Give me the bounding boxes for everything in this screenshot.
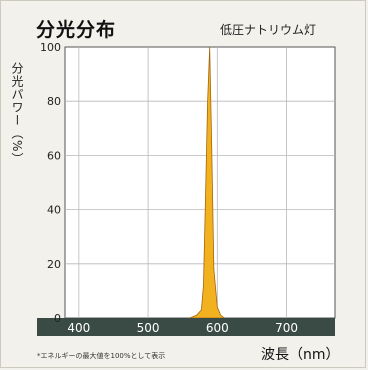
plot-area [64, 46, 336, 319]
y-tick-label: 20 [47, 258, 61, 271]
y-tick-label: 80 [47, 95, 61, 108]
x-axis-bar [37, 318, 335, 336]
y-tick-label: 100 [40, 41, 61, 54]
y-tick-label: 60 [47, 149, 61, 162]
x-tick-label: 700 [275, 321, 298, 335]
x-axis-label: 波長（nm） [261, 347, 340, 363]
x-tick-label: 500 [137, 321, 160, 335]
y-tick-label: 0 [54, 312, 61, 325]
footnote: *エネルギーの最大値を100%として表示 [37, 352, 166, 360]
x-tick-label: 400 [67, 321, 90, 335]
x-tick-label: 600 [206, 321, 229, 335]
series-0-area [189, 46, 225, 319]
y-tick-label: 40 [47, 204, 61, 217]
chart-title: 分光分布 [36, 19, 117, 41]
chart-subtitle: 低圧ナトリウム灯 [220, 23, 317, 37]
y-axis-label: 分光パワー（%） [10, 62, 24, 166]
